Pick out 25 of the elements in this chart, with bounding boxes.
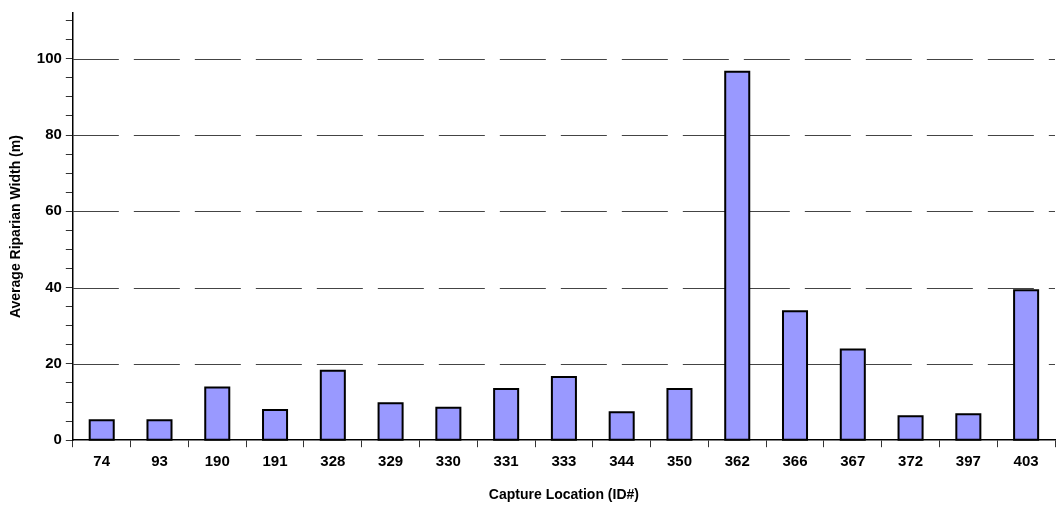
y-tick-label: 40 [45, 277, 62, 295]
x-axis-title: Capture Location (ID#) [488, 486, 639, 503]
y-tick-label: 80 [45, 125, 62, 143]
x-tick-label: 191 [262, 452, 288, 470]
x-tick-label: 366 [782, 452, 808, 470]
x-tick-label: 93 [151, 452, 168, 470]
x-tick-label: 328 [320, 452, 346, 470]
y-tick-label: 0 [53, 430, 62, 448]
y-axis-title: Average Riparian Width (m) [7, 135, 24, 319]
y-tick-label: 60 [45, 201, 62, 219]
x-tick-label: 397 [955, 452, 981, 470]
x-tick-label: 403 [1013, 452, 1039, 470]
x-tick-label: 190 [204, 452, 230, 470]
y-tick-label: 100 [36, 48, 62, 66]
x-tick-label: 329 [378, 452, 404, 470]
x-tick-label: 333 [551, 452, 577, 470]
y-tick-label: 20 [45, 354, 62, 372]
x-tick-label: 330 [435, 452, 461, 470]
x-tick-label: 344 [609, 452, 635, 470]
x-tick-label: 331 [493, 452, 519, 470]
x-tick-label: 350 [666, 452, 692, 470]
x-tick-label: 372 [898, 452, 924, 470]
x-tick-label: 362 [724, 452, 750, 470]
x-tick-label: 367 [840, 452, 866, 470]
x-tick-label: 74 [93, 452, 111, 470]
